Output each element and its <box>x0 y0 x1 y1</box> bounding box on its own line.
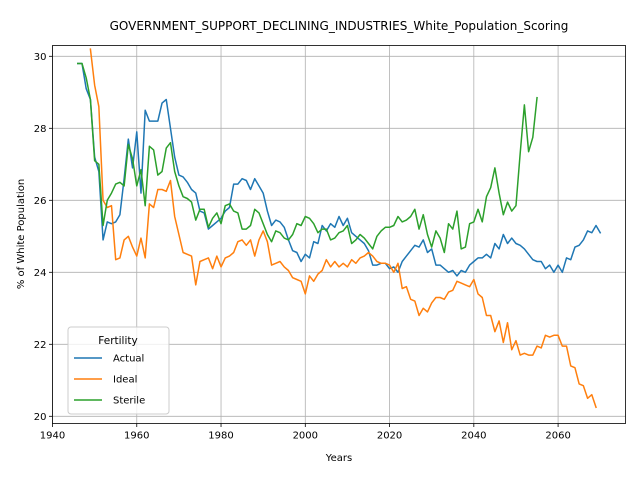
x-axis-label: Years <box>325 453 352 464</box>
legend-label-actual: Actual <box>113 354 144 365</box>
series-line-ideal <box>89 48 597 409</box>
legend-label-sterile: Sterile <box>113 396 145 407</box>
y-tick-label: 30 <box>34 52 47 63</box>
x-tick-label: 2060 <box>545 431 570 442</box>
y-tick-label: 28 <box>34 124 47 135</box>
legend-title: Fertility <box>98 335 137 347</box>
x-tick-label: 2000 <box>293 431 318 442</box>
plot-frame <box>52 45 626 424</box>
y-tick-label: 26 <box>34 196 47 207</box>
x-axis-ticks: 1940 1960 1980 2000 2020 2040 2060 <box>40 423 571 442</box>
x-tick-label: 1960 <box>124 431 149 442</box>
legend-label-ideal: Ideal <box>113 375 137 386</box>
chart-title: GOVERNMENT_SUPPORT_DECLINING_INDUSTRIES_… <box>110 19 569 33</box>
series-line-actual <box>77 62 602 277</box>
legend: Fertility Actual Ideal Sterile <box>67 326 170 415</box>
legend-box <box>67 326 170 415</box>
x-tick-label: 1940 <box>40 431 65 442</box>
y-tick-label: 22 <box>34 340 47 351</box>
x-tick-label: 1980 <box>208 431 233 442</box>
series-line-sterile <box>77 62 538 254</box>
legend-items: Actual Ideal Sterile <box>74 354 145 407</box>
y-tick-label: 20 <box>34 412 47 423</box>
x-tick-label: 2020 <box>377 431 402 442</box>
y-tick-label: 24 <box>34 268 47 279</box>
x-tick-label: 2040 <box>461 431 486 442</box>
y-axis-label: % of White Population <box>16 179 27 289</box>
y-axis-ticks: 20 22 24 26 28 30 <box>34 52 53 423</box>
series-layer <box>77 48 602 409</box>
